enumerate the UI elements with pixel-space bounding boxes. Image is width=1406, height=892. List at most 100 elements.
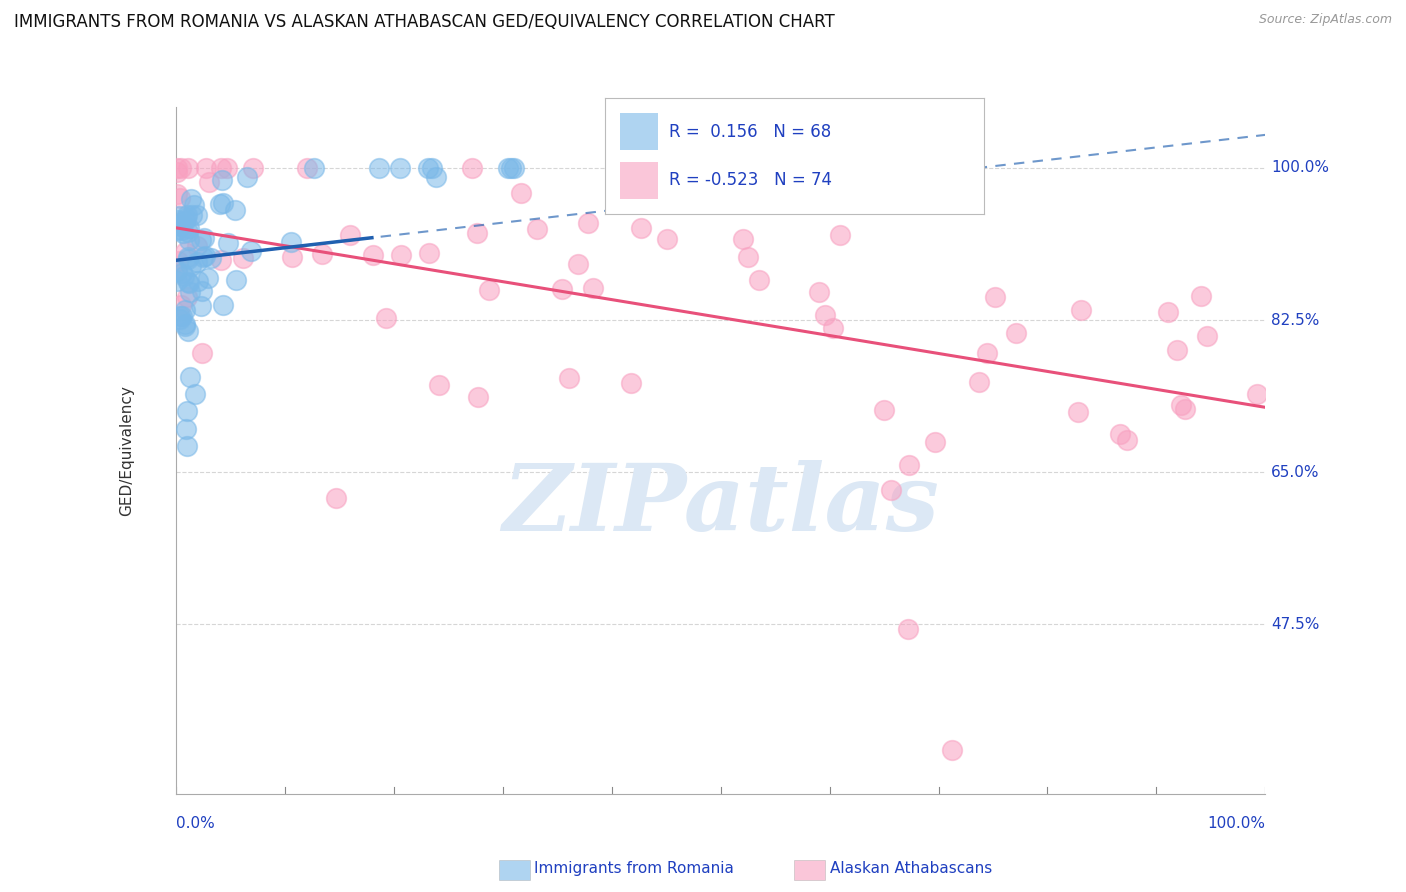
Point: [177, 250, 200, 264]
Point: [465, 226, 488, 240]
Point: [184, 387, 207, 401]
Point: [1189, 289, 1212, 303]
Point: [311, 246, 333, 260]
Point: [176, 404, 198, 418]
Point: [181, 208, 204, 222]
Text: 82.5%: 82.5%: [1271, 312, 1319, 327]
Point: [1005, 326, 1028, 341]
Point: [186, 239, 208, 253]
Point: [664, 191, 686, 205]
Point: [873, 402, 896, 417]
Point: [183, 198, 205, 212]
Point: [427, 377, 450, 392]
Point: [1195, 329, 1218, 343]
Point: [897, 622, 920, 636]
Text: 100.0%: 100.0%: [1208, 815, 1265, 830]
Point: [325, 491, 347, 506]
Point: [1115, 433, 1137, 447]
Text: 100.0%: 100.0%: [1271, 161, 1329, 176]
Point: [823, 321, 845, 335]
Point: [967, 375, 990, 389]
Point: [1070, 303, 1092, 318]
Point: [211, 298, 233, 312]
Point: [630, 220, 652, 235]
Point: [737, 250, 759, 264]
Point: [558, 371, 581, 385]
Point: [176, 252, 198, 267]
Point: [172, 227, 194, 241]
Point: [510, 186, 533, 200]
Text: Source: ZipAtlas.com: Source: ZipAtlas.com: [1258, 13, 1392, 27]
Point: [173, 245, 195, 260]
Point: [711, 161, 734, 175]
Point: [232, 252, 254, 266]
Point: [177, 161, 200, 175]
Point: [295, 161, 318, 175]
Bar: [620, 162, 658, 199]
Point: [526, 222, 548, 236]
Point: [976, 346, 998, 360]
Point: [166, 264, 188, 278]
Point: [1108, 426, 1130, 441]
Point: [496, 161, 519, 175]
Text: Immigrants from Romania: Immigrants from Romania: [534, 862, 734, 876]
Point: [186, 255, 208, 269]
Text: 0.0%: 0.0%: [176, 815, 215, 830]
Point: [363, 248, 385, 262]
Point: [191, 284, 214, 298]
Point: [166, 213, 188, 227]
Point: [467, 390, 489, 404]
Point: [200, 251, 222, 265]
Point: [217, 236, 239, 251]
Point: [897, 458, 920, 472]
Point: [172, 222, 194, 236]
Point: [174, 303, 197, 318]
Point: [198, 175, 221, 189]
Point: [173, 213, 195, 227]
Point: [733, 231, 755, 245]
Point: [169, 191, 191, 205]
Point: [176, 289, 198, 303]
Point: [984, 290, 1007, 304]
Point: [1067, 405, 1090, 419]
Point: [302, 161, 325, 175]
Point: [212, 195, 235, 210]
Point: [173, 317, 195, 331]
Point: [169, 309, 191, 323]
Point: [170, 218, 193, 232]
Point: [880, 483, 903, 497]
Point: [173, 268, 195, 283]
Point: [191, 250, 214, 264]
Point: [420, 161, 443, 175]
Point: [172, 266, 194, 280]
Point: [166, 165, 188, 179]
Point: [170, 298, 193, 312]
Point: [211, 173, 233, 187]
Point: [179, 220, 201, 235]
Point: [551, 282, 574, 296]
Point: [209, 161, 232, 175]
Point: [179, 276, 201, 290]
Point: [924, 435, 946, 450]
Point: [190, 299, 212, 313]
Point: [748, 273, 770, 287]
Point: [1166, 343, 1188, 357]
Point: [828, 227, 851, 242]
Point: [180, 259, 202, 273]
Text: ZIPatlas: ZIPatlas: [502, 460, 939, 550]
Point: [177, 225, 200, 239]
Point: [193, 231, 215, 245]
Point: [581, 281, 603, 295]
Point: [1157, 304, 1180, 318]
Point: [174, 211, 197, 225]
Point: [339, 228, 361, 243]
Point: [1170, 398, 1192, 412]
Text: Alaskan Athabascans: Alaskan Athabascans: [830, 862, 991, 876]
Point: [180, 192, 202, 206]
Point: [389, 248, 412, 262]
Point: [169, 312, 191, 326]
Point: [191, 346, 214, 360]
Point: [620, 376, 643, 390]
Point: [190, 233, 212, 247]
Point: [502, 161, 524, 175]
